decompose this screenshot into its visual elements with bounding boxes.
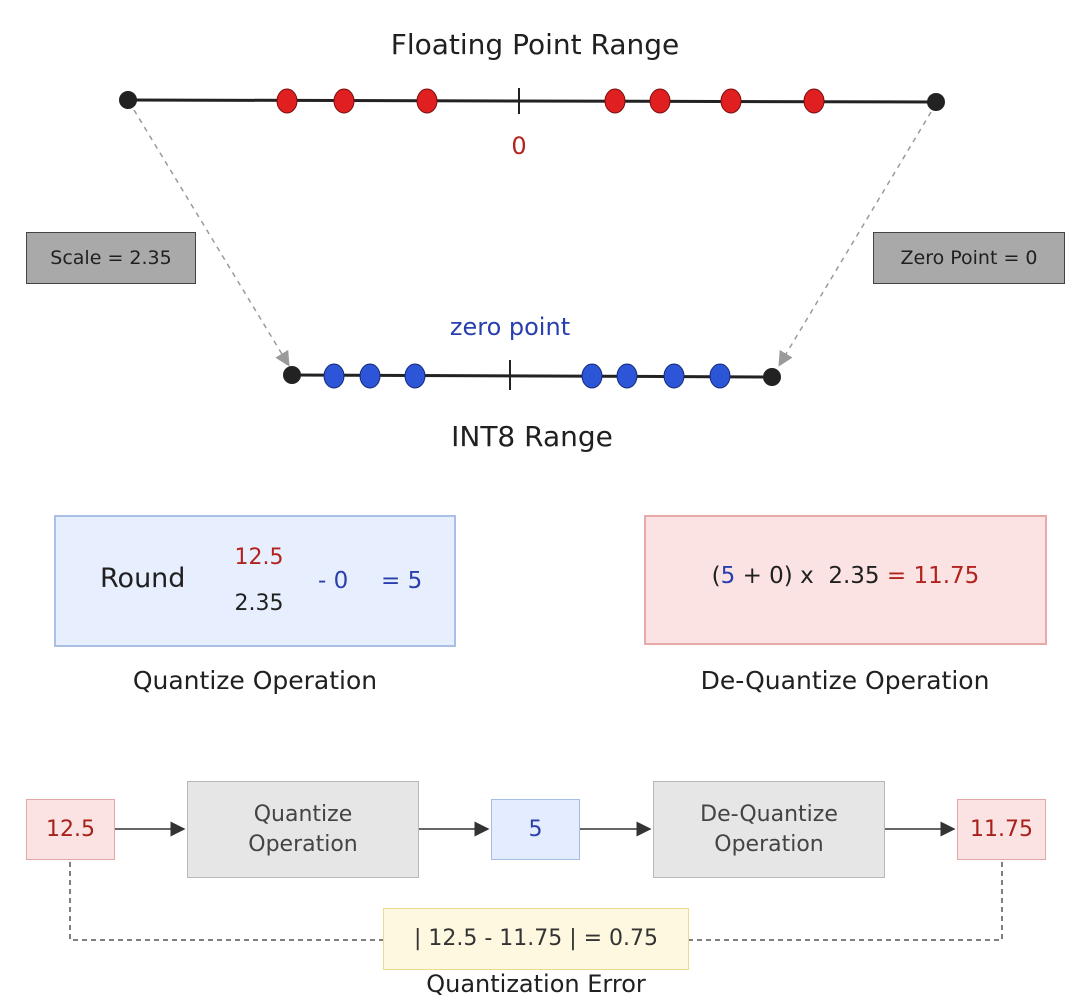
quantize-caption: Quantize Operation	[132, 666, 378, 695]
dequantize-equals: =	[886, 563, 907, 589]
int8-point	[581, 363, 603, 389]
flow-output-value: 11.75	[957, 799, 1046, 860]
float-point	[720, 88, 742, 114]
float-range-title: Floating Point Range	[390, 28, 680, 61]
scale-label: Scale = 2.35	[26, 232, 196, 284]
dequantize-result: 11.75	[913, 563, 980, 589]
dequantize-open-paren: (	[711, 563, 721, 589]
float-point	[803, 88, 825, 114]
flow-quantized-value: 5	[491, 799, 580, 860]
dequantize-times-scale: x 2.35	[800, 563, 880, 589]
quantize-numerator: 12.5	[234, 545, 284, 570]
int8-point	[709, 363, 731, 389]
float-endpoint-left	[119, 91, 137, 109]
dequantize-plus-zero: + 0)	[742, 563, 793, 589]
quantization-error-caption: Quantization Error	[426, 970, 646, 998]
int8-point	[323, 363, 345, 389]
float-endpoint-right	[927, 93, 945, 111]
flow-input-value: 12.5	[26, 799, 115, 860]
quantize-denominator: 2.35	[234, 591, 284, 616]
dequantize-formula-box	[644, 515, 1047, 645]
float-point	[276, 88, 298, 114]
quantize-minus-zero: - 0	[318, 568, 349, 594]
int8-zero-label: zero point	[449, 313, 571, 341]
float-point	[604, 88, 626, 114]
int8-endpoint-left	[283, 366, 301, 384]
flow-dequantize-operation: De-Quantize Operation	[653, 781, 885, 878]
float-point	[649, 88, 671, 114]
dequantize-value: 5	[720, 563, 736, 589]
int8-point	[359, 363, 381, 389]
quantize-formula-box	[54, 515, 456, 647]
int8-point	[616, 363, 638, 389]
int8-point	[404, 363, 426, 389]
int8-points	[323, 363, 731, 389]
dequantize-formula: (5 + 0) x 2.35 = 11.75	[644, 563, 1047, 589]
float-zero-label: 0	[511, 132, 527, 160]
quantize-round-label: Round	[100, 563, 186, 594]
int8-endpoint-right	[763, 368, 781, 386]
flow-quantize-operation: Quantize Operation	[187, 781, 419, 878]
float-points	[276, 88, 825, 114]
quantize-result: = 5	[381, 568, 423, 594]
float-point	[333, 88, 355, 114]
dequantize-caption: De-Quantize Operation	[700, 666, 990, 695]
float-range-line	[127, 98, 937, 104]
quantization-error-formula: | 12.5 - 11.75 | = 0.75	[383, 908, 689, 970]
float-point	[416, 88, 438, 114]
zero-point-label: Zero Point = 0	[873, 232, 1065, 284]
int8-range-title: INT8 Range	[451, 420, 613, 453]
int8-point	[663, 363, 685, 389]
zero-point-mapping-arrow	[778, 111, 932, 367]
